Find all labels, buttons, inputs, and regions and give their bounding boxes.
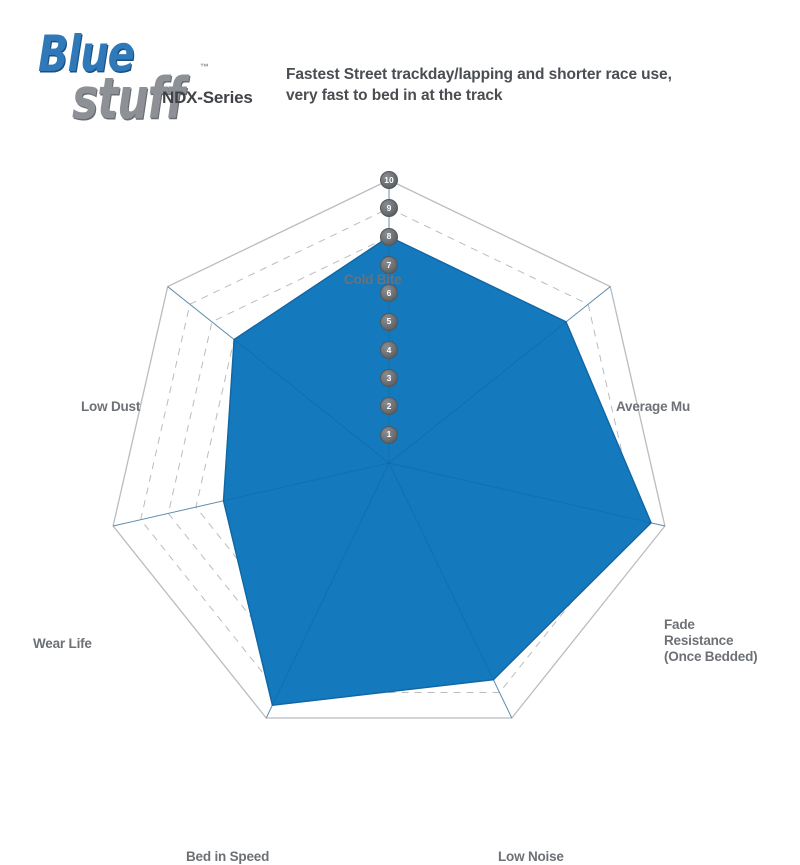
radar-chart: Cold Bite Average Mu Fade Resistance (On… — [0, 128, 800, 864]
axis-label-fade-line1: Fade — [664, 617, 695, 632]
axis-label-bed-in-speed: Bed in Speed — [186, 849, 270, 864]
scale-tick-3: 3 — [380, 369, 398, 388]
axis-label-average-mu: Average Mu — [616, 399, 691, 414]
radar-inner-spokes — [112, 180, 666, 719]
scale-tick-7: 7 — [380, 255, 398, 274]
scale-tick-2: 2 — [380, 397, 398, 416]
scale-tick-6: 6 — [380, 284, 398, 303]
radar-chart-svg — [112, 179, 666, 719]
trademark-symbol: ™ — [200, 62, 209, 72]
axis-label-wear-life: Wear Life — [33, 636, 92, 651]
axis-label-cold-bite: Cold Bite — [344, 272, 402, 287]
chart-canvas: Blue stuff ™ NDX-Series Fastest Street t… — [0, 26, 800, 864]
axis-label-low-dust: Low Dust — [81, 399, 141, 414]
axis-label-low-noise: Low Noise — [498, 849, 564, 864]
series-name-label: NDX-Series — [162, 88, 253, 107]
axis-label-fade-line2: Resistance — [664, 633, 734, 648]
scale-tick-9: 9 — [380, 199, 398, 218]
scale-tick-10: 10 — [380, 171, 398, 189]
series-area-ndx — [222, 235, 652, 706]
scale-tick-8: 8 — [380, 227, 398, 246]
axis-label-fade-resistance: Fade Resistance (Once Bedded) — [664, 617, 758, 665]
brand-logo-blue-text: Blue — [38, 26, 135, 84]
axis-label-fade-line3: (Once Bedded) — [664, 649, 758, 664]
brand-logo-stuff-text: stuff — [72, 66, 185, 133]
headline-description: Fastest Street trackday/lapping and shor… — [286, 66, 672, 104]
scale-tick-4: 4 — [380, 340, 398, 359]
brand-logo: Blue stuff ™ — [34, 26, 294, 132]
scale-tick-5: 5 — [380, 312, 398, 331]
scale-tick-1: 1 — [380, 425, 398, 444]
